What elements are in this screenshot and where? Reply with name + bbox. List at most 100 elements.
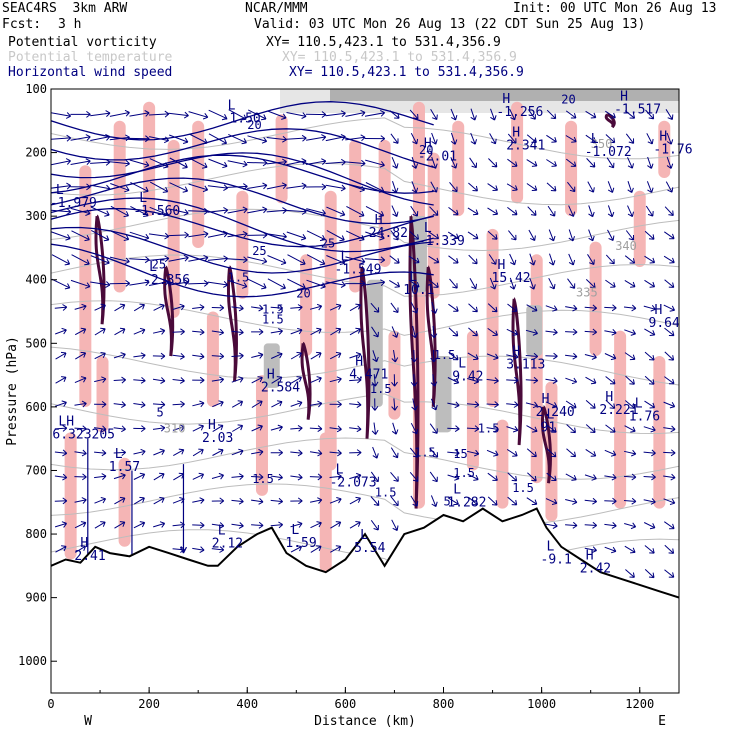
wind-vector: [430, 398, 438, 411]
wind-vector: [467, 496, 478, 506]
extremum-type: H: [620, 89, 628, 104]
wind-vector: [169, 157, 188, 169]
extremum-marker: L1.282: [447, 482, 486, 510]
wind-vector: [410, 495, 419, 507]
wind-contour-line: [51, 154, 434, 194]
pv-shading-layer: [64, 89, 679, 573]
wind-vector: [266, 135, 287, 143]
wind-vector: [153, 472, 165, 481]
wind-vector: [529, 253, 536, 266]
wind-vector: [133, 496, 145, 505]
wind-vector: [486, 449, 499, 457]
theta-contour-label: 350: [591, 137, 613, 151]
wind-vector: [309, 425, 323, 433]
wind-contour-label: 25: [321, 236, 335, 250]
pv-shading-streak: [236, 190, 249, 299]
extremum-value: 2.341: [506, 139, 545, 154]
wind-vector: [391, 326, 399, 338]
pv-contour-label: 1.5: [370, 382, 392, 396]
wind-vector: [152, 377, 166, 384]
wind-vector: [231, 400, 244, 408]
extremum-type: L: [635, 397, 643, 412]
wind-vector: [507, 133, 517, 144]
wind-vector: [644, 375, 655, 385]
wind-vector: [290, 327, 303, 335]
wind-vector: [349, 521, 361, 529]
y-tick-label: 800: [25, 527, 47, 541]
wind-vector: [286, 208, 307, 215]
wind-vector: [179, 464, 188, 554]
wind-vector: [247, 159, 268, 167]
wind-vector: [192, 400, 205, 408]
wind-vector: [605, 399, 616, 409]
wind-vector: [153, 448, 165, 456]
wind-vector: [488, 254, 497, 265]
extremum-value: 2.03: [202, 431, 233, 446]
wind-vector: [129, 159, 150, 168]
wind-vector: [306, 230, 326, 242]
wind-vector: [326, 229, 345, 242]
wind-vector: [110, 230, 130, 241]
wind-vector: [487, 207, 499, 216]
wind-vector: [271, 400, 283, 408]
wind-vector: [266, 182, 287, 190]
wind-vector: [606, 157, 615, 169]
pv-contour-line: [511, 297, 523, 446]
wind-vector: [468, 303, 478, 313]
wind-contour-line: [51, 226, 434, 274]
wind-vector: [624, 352, 636, 361]
wind-vector: [349, 401, 362, 409]
wind-vector: [646, 133, 654, 145]
wind-vector: [567, 278, 576, 289]
wind-vector: [506, 183, 518, 191]
wind-vector: [664, 231, 675, 240]
extremum-value: -9.1: [541, 553, 572, 568]
pv-shading-streak: [206, 311, 219, 407]
wind-vector: [643, 522, 656, 530]
extremum-value: -1.979: [50, 196, 97, 211]
extremum-type: L: [360, 528, 368, 543]
wind-vector: [325, 158, 346, 166]
wind-vector: [192, 376, 205, 384]
wind-vector: [309, 497, 323, 504]
wind-vector: [290, 545, 303, 553]
wind-vector: [470, 132, 477, 145]
wind-vector: [429, 447, 439, 458]
wind-vector: [389, 279, 401, 288]
wind-vector: [153, 303, 165, 311]
wind-vector: [509, 108, 517, 121]
wind-vector: [247, 182, 268, 190]
field-xy-theta: XY= 110.5,423.1 to 531.4,356.9: [282, 50, 517, 65]
wind-vector: [290, 400, 303, 407]
wind-vector: [644, 351, 655, 361]
x-axis-west-label: W: [84, 714, 92, 729]
wind-vector: [624, 110, 636, 119]
wind-vector: [211, 328, 225, 336]
wind-vector: [391, 519, 399, 531]
wind-vector: [247, 256, 268, 265]
wind-vector: [188, 279, 209, 287]
wind-vector: [565, 352, 578, 360]
wind-vector: [94, 449, 107, 457]
wind-vector: [168, 231, 189, 239]
pv-contour-line: [408, 214, 420, 509]
wind-vector: [371, 398, 379, 411]
wind-vector: [148, 232, 170, 240]
wind-vector: [152, 424, 166, 432]
wind-vector: [309, 303, 323, 311]
y-tick-label: 100: [25, 82, 47, 96]
extremum-value: -1.76: [653, 143, 692, 158]
wind-vector: [548, 229, 556, 242]
extremum-marker: L9.42: [452, 357, 483, 385]
forecast-value: 3 h: [58, 17, 82, 32]
wind-vector: [430, 495, 438, 508]
wind-vector: [507, 158, 518, 167]
wind-vector: [211, 376, 225, 384]
wind-vector: [310, 545, 322, 553]
wind-vector: [625, 569, 635, 578]
wind-vector: [168, 254, 189, 262]
wind-vector: [527, 206, 537, 216]
wind-vector: [309, 473, 323, 481]
theta-contour-line: [51, 117, 679, 160]
